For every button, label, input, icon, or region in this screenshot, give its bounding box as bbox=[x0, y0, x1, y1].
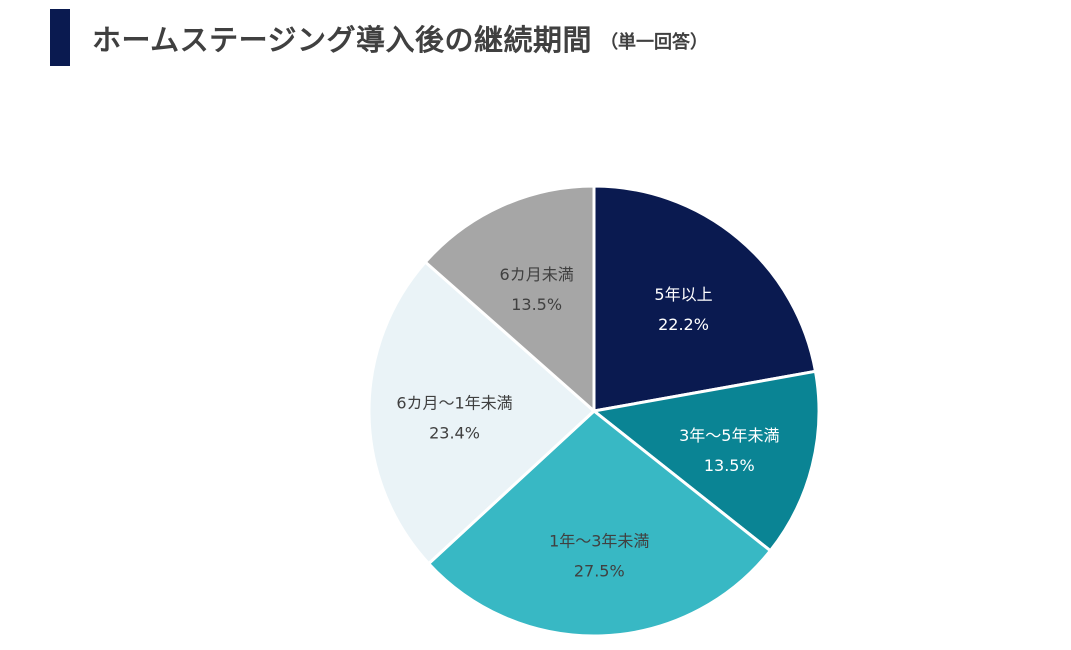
slice-category-label: 3年～5年未満 bbox=[679, 426, 779, 445]
slice-category-label: 1年～3年未満 bbox=[549, 531, 649, 550]
slice-value-label: 13.5% bbox=[511, 295, 562, 314]
pie-slice bbox=[367, 260, 596, 566]
chart-title-sub: （単一回答） bbox=[600, 32, 709, 53]
slice-value-label: 13.5% bbox=[704, 456, 755, 475]
pie-labels: 5年以上 22.2% 3年～5年未満 13.5% 1年～3年未満 27.5% 6カ月～1年未… bbox=[396, 265, 779, 581]
pie-slice bbox=[427, 409, 772, 638]
chart-title: ホームステージング導入後の継続期間 （単一回答） bbox=[92, 13, 708, 63]
slice-category-label: 6カ月～1年未満 bbox=[396, 394, 512, 413]
slice-value-label: 23.4% bbox=[429, 424, 480, 443]
slice-value-label: 27.5% bbox=[574, 561, 625, 580]
pie-slice bbox=[592, 184, 817, 413]
pie-slice bbox=[592, 369, 821, 553]
slice-value-label: 22.2% bbox=[658, 315, 709, 334]
title-accent-bar bbox=[50, 9, 70, 66]
slice-category-label: 5年以上 bbox=[654, 285, 712, 304]
pie-slices bbox=[367, 184, 821, 638]
pie-slice bbox=[423, 184, 596, 413]
chart-title-main: ホームステージング導入後の継続期間 bbox=[92, 23, 593, 57]
slice-category-label: 6カ月未満 bbox=[500, 265, 574, 284]
